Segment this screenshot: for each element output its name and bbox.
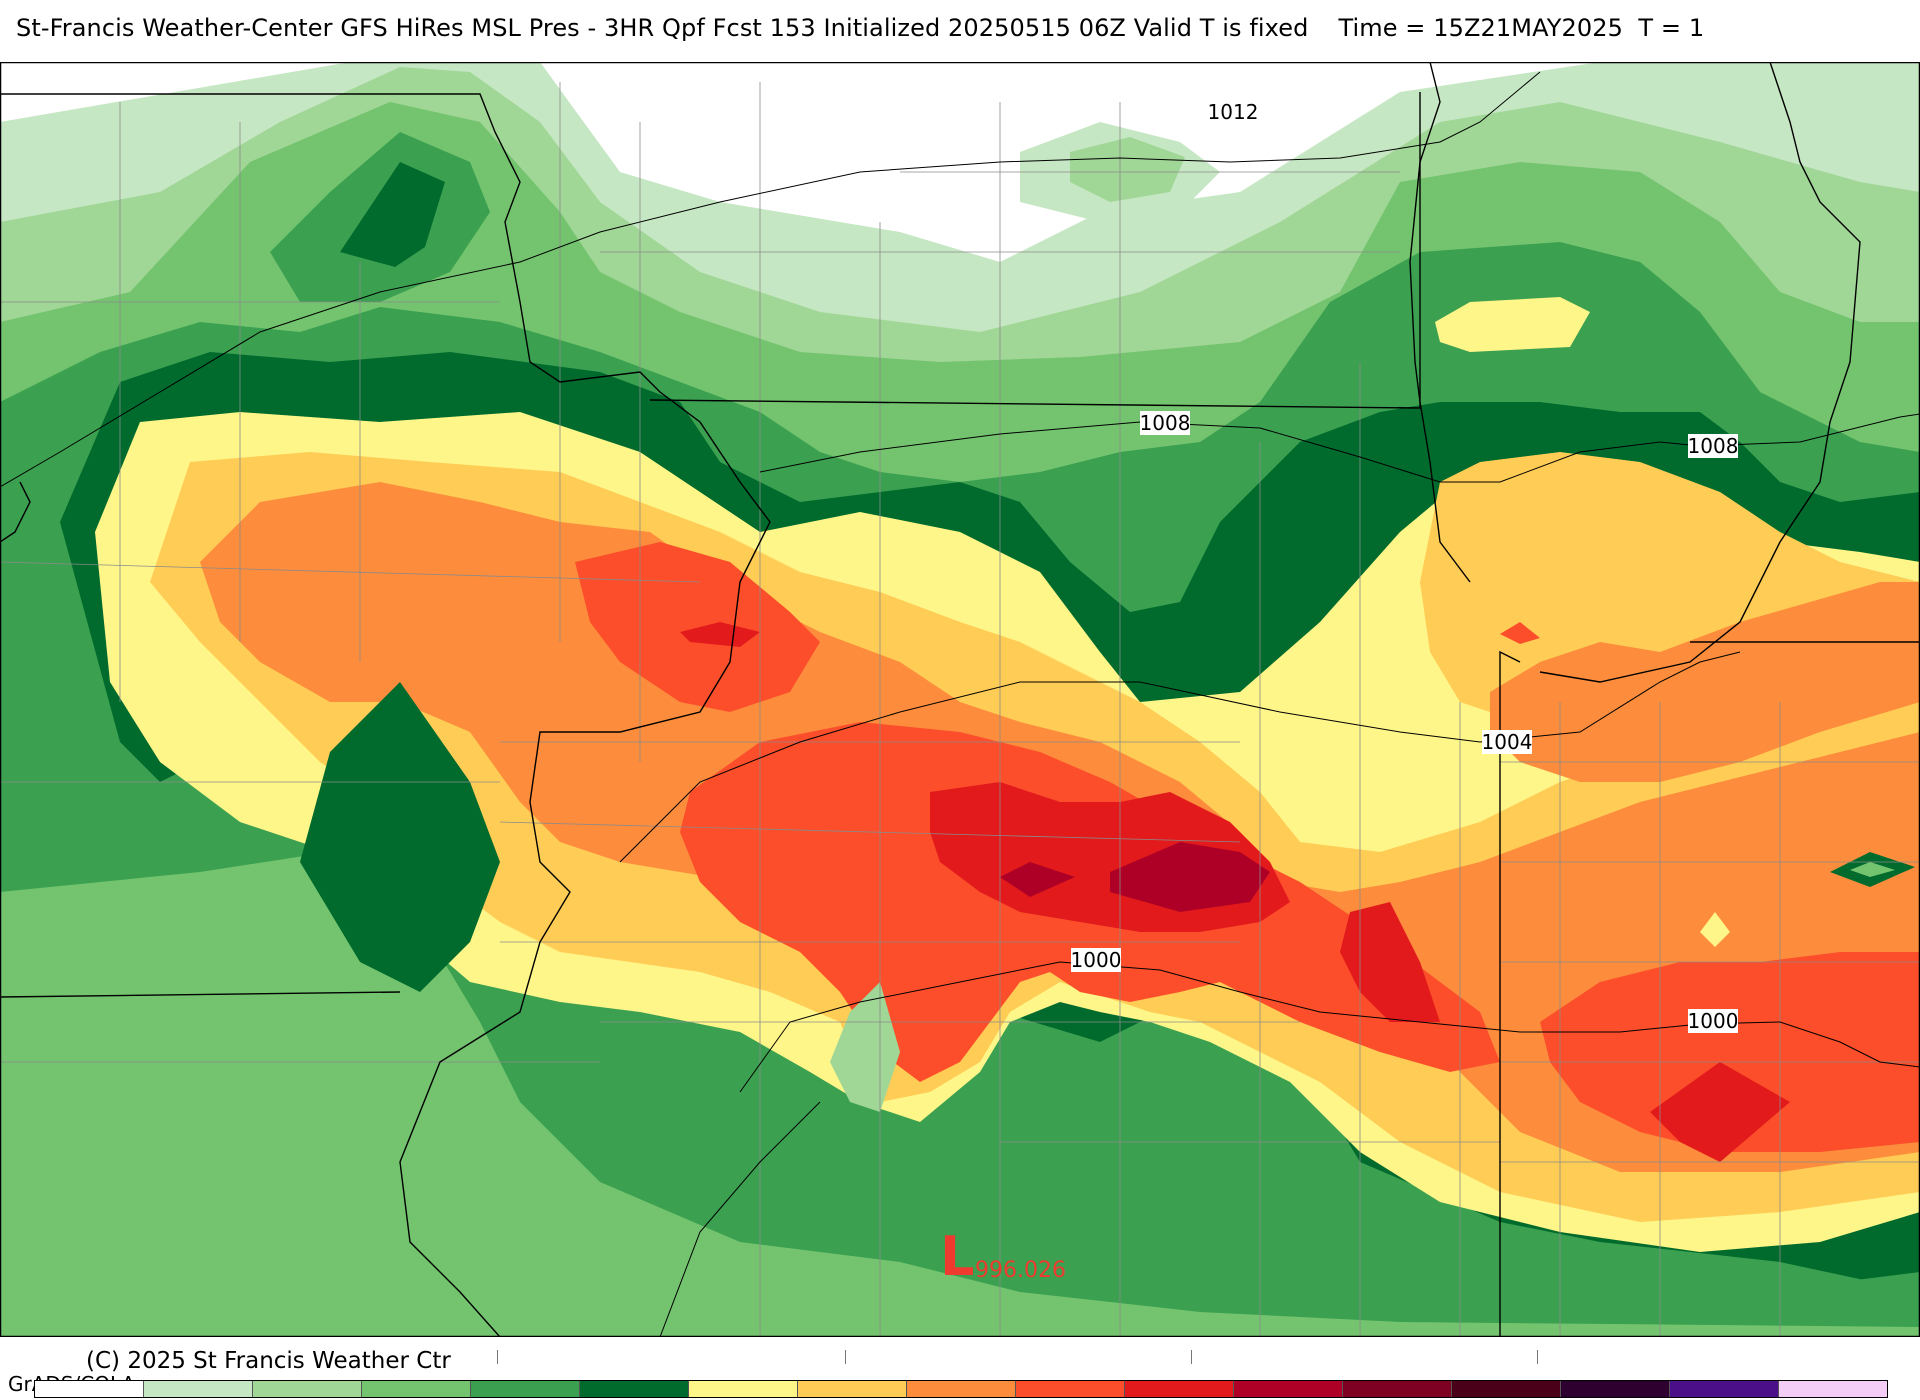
isobar-1012	[0, 71, 1541, 488]
isobars	[0, 71, 1920, 1337]
isobar-label-1008a-text: 1008	[1140, 411, 1191, 435]
qpf-band-darkred	[1000, 842, 1270, 912]
state-borders	[0, 62, 1920, 1337]
colorbar-cell	[1125, 1381, 1234, 1397]
colorbar-tick	[1537, 1350, 1538, 1364]
isobar-label-1000b-text: 1000	[1688, 1009, 1739, 1033]
isobar-label-1000b: 1000	[1688, 1009, 1739, 1033]
isobar-label-1012-text: 1012	[1208, 100, 1259, 124]
colorbar-cell	[253, 1381, 362, 1397]
colorbar-tick	[1191, 1350, 1192, 1364]
isobar-labels: 1012 1008 1008 1004 1000	[1071, 100, 1739, 1033]
isobar-1008	[759, 413, 1920, 483]
qpf-extra-pockets	[300, 682, 1915, 1112]
isobar-label-1000a-text: 1000	[1071, 948, 1122, 972]
isobar-coast	[659, 1101, 821, 1337]
isobar-1000-a	[739, 961, 1920, 1093]
weather-map: 1012 1008 1008 1004 1000	[0, 62, 1920, 1337]
colorbar-cell	[362, 1381, 471, 1397]
map-title: St-Francis Weather-Center GFS HiRes MSL …	[16, 14, 1704, 42]
colorbar-cell	[1234, 1381, 1343, 1397]
colorbar-cell	[1016, 1381, 1125, 1397]
isobar-label-1012: 1012	[1208, 100, 1259, 124]
colorbar-cell	[35, 1381, 144, 1397]
low-pressure-marker: L 996.026	[940, 1225, 1066, 1288]
low-letter: L	[940, 1225, 974, 1288]
isobar-1004	[619, 651, 1741, 863]
copyright-text: (C) 2025 St Francis Weather Ctr	[86, 1348, 451, 1374]
qpf-colorbar	[34, 1380, 1888, 1398]
colorbar-tick	[497, 1350, 498, 1364]
colorbar-cell	[580, 1381, 689, 1397]
isobar-label-1008b-text: 1008	[1688, 434, 1739, 458]
low-value: 996.026	[975, 1258, 1066, 1283]
isobar-label-1000a: 1000	[1071, 948, 1122, 972]
colorbar-cell	[1670, 1381, 1779, 1397]
title-time: Time = 15Z21MAY2025 T = 1	[1338, 14, 1705, 42]
colorbar-cell	[689, 1381, 798, 1397]
isobar-label-1008b: 1008	[1688, 434, 1739, 458]
county-lines	[0, 82, 1920, 1337]
colorbar-cell	[907, 1381, 1016, 1397]
colorbar-cell	[1452, 1381, 1561, 1397]
colorbar-cell	[1343, 1381, 1452, 1397]
colorbar-cell	[798, 1381, 907, 1397]
colorbar-cell	[471, 1381, 580, 1397]
colorbar-cell	[1779, 1381, 1887, 1397]
isobar-label-1004-text: 1004	[1482, 730, 1533, 754]
colorbar-cell	[1561, 1381, 1670, 1397]
isobar-label-1004: 1004	[1482, 730, 1533, 754]
colorbar-tick	[845, 1350, 846, 1364]
map-svg: 1012 1008 1008 1004 1000	[0, 62, 1920, 1337]
colorbar-cell	[144, 1381, 253, 1397]
isobar-label-1008a: 1008	[1140, 411, 1191, 435]
title-main: St-Francis Weather-Center GFS HiRes MSL …	[16, 14, 1309, 42]
